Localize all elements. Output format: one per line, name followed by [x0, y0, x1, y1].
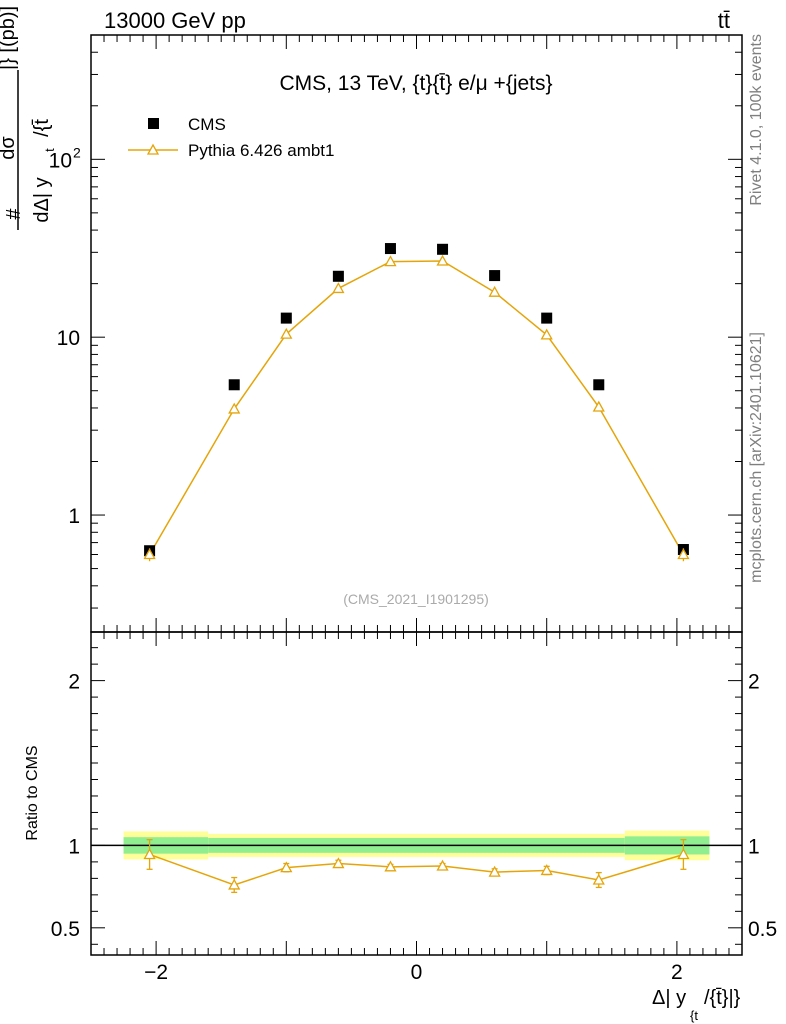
analysis-watermark: (CMS_2021_I1901295) [343, 591, 489, 607]
ratio-y-tick-label-right: 1 [748, 835, 760, 858]
ratio-y-tick-label: 2 [68, 671, 80, 694]
main-y-tick-label: 10 [57, 327, 80, 350]
ratio-x-title: Δ| y {t /{t̄}|} [652, 987, 741, 1023]
ratio-point [332, 857, 345, 869]
cms-data-point [228, 379, 240, 391]
cms-data-point [280, 312, 292, 324]
cms-data-point [437, 243, 449, 255]
cms-data-point [541, 312, 553, 324]
main-panel: CMS, 13 TeV, {t}{t̄} e/μ +{jets} (CMS_20… [0, 6, 743, 633]
ratio-uncertainty-band [91, 830, 742, 861]
x-title-sub: {t [690, 1008, 698, 1023]
legend-marker-pythia [146, 143, 160, 155]
main-title: CMS, 13 TeV, {t}{t̄} e/μ +{jets} [279, 72, 552, 95]
x-title-rest: /{t̄}|} [704, 987, 741, 1009]
ratio-point [436, 859, 449, 871]
ratio-frame [90, 631, 743, 956]
ratio-y-title: Ratio to CMS [24, 745, 41, 840]
pythia-point [280, 327, 293, 339]
cms-data-point [332, 270, 344, 282]
ratio-point [540, 864, 553, 876]
process-label: tt̄ [718, 8, 730, 33]
ratio-y-tick-label: 0.5 [51, 918, 80, 941]
main-y-axis-title: # dσ dΔ| y t /{t̄ |} [(pb)] [0, 6, 57, 230]
y-title-sub-t: t [42, 148, 57, 152]
legend-label-pythia: Pythia 6.426 ambt1 [188, 141, 334, 160]
pythia-point [332, 282, 345, 294]
cms-data-point [593, 379, 605, 391]
main-y-tick-label: 1 [68, 505, 80, 528]
pythia-point [592, 400, 605, 412]
ratio-data-layer [143, 838, 690, 894]
main-y-tick-label: 10 [49, 149, 72, 172]
energy-label: 13000 GeV pp [104, 8, 246, 33]
pythia-point [143, 548, 156, 560]
pythia-point [677, 548, 690, 560]
source-label: mcplots.cern.ch [arXiv:2401.10621] [748, 332, 765, 583]
ratio-point [488, 865, 501, 877]
cms-data-point [384, 243, 396, 255]
y-title-numerator: dσ [0, 136, 19, 160]
rivet-label: Rivet 4.1.0, 100k events [748, 34, 765, 206]
pythia-point [228, 402, 241, 414]
x-title-main: Δ| y [652, 987, 686, 1009]
cms-data-point [489, 270, 501, 282]
ratio-point [384, 860, 397, 872]
ratio-point [143, 848, 156, 860]
ratio-y-tick-label: 1 [68, 835, 80, 858]
ratio-y-tick-label-right: 2 [748, 671, 760, 694]
pythia-point [540, 328, 553, 340]
ratio-x-tick-label: 0 [411, 961, 423, 984]
y-title-denominator: dΔ| y [31, 177, 53, 222]
y-title-hash: # [3, 208, 25, 220]
ratio-point [228, 878, 241, 890]
main-data-layer [143, 243, 690, 562]
ratio-point [677, 848, 690, 860]
ratio-x-tick-label: −2 [144, 961, 168, 984]
ratio-axis-ticks: −2 0 2 0.5 0.5 1 1 2 2 [51, 632, 777, 984]
ratio-point [592, 873, 605, 885]
ratio-x-tick-label: 2 [671, 961, 683, 984]
legend-label-cms: CMS [188, 115, 226, 134]
legend: CMS Pythia 6.426 ambt1 [128, 115, 334, 160]
pythia-point [384, 255, 397, 267]
pythia-point [488, 285, 501, 297]
pythia-point [436, 254, 449, 266]
main-y-tick-label-exponent: 2 [73, 144, 81, 160]
legend-marker-cms [148, 118, 159, 129]
ratio-line [149, 853, 684, 886]
y-title-units: |} [(pb)] [0, 6, 19, 70]
ratio-y-tick-label-right: 0.5 [748, 918, 777, 941]
pythia-line [148, 260, 685, 555]
ratio-point [280, 861, 293, 873]
y-title-slash: /{t̄ [31, 119, 53, 137]
ratio-panel: −2 0 2 0.5 0.5 1 1 2 2 Ratio to CMS Δ| y {t /{t̄… [24, 631, 777, 1023]
